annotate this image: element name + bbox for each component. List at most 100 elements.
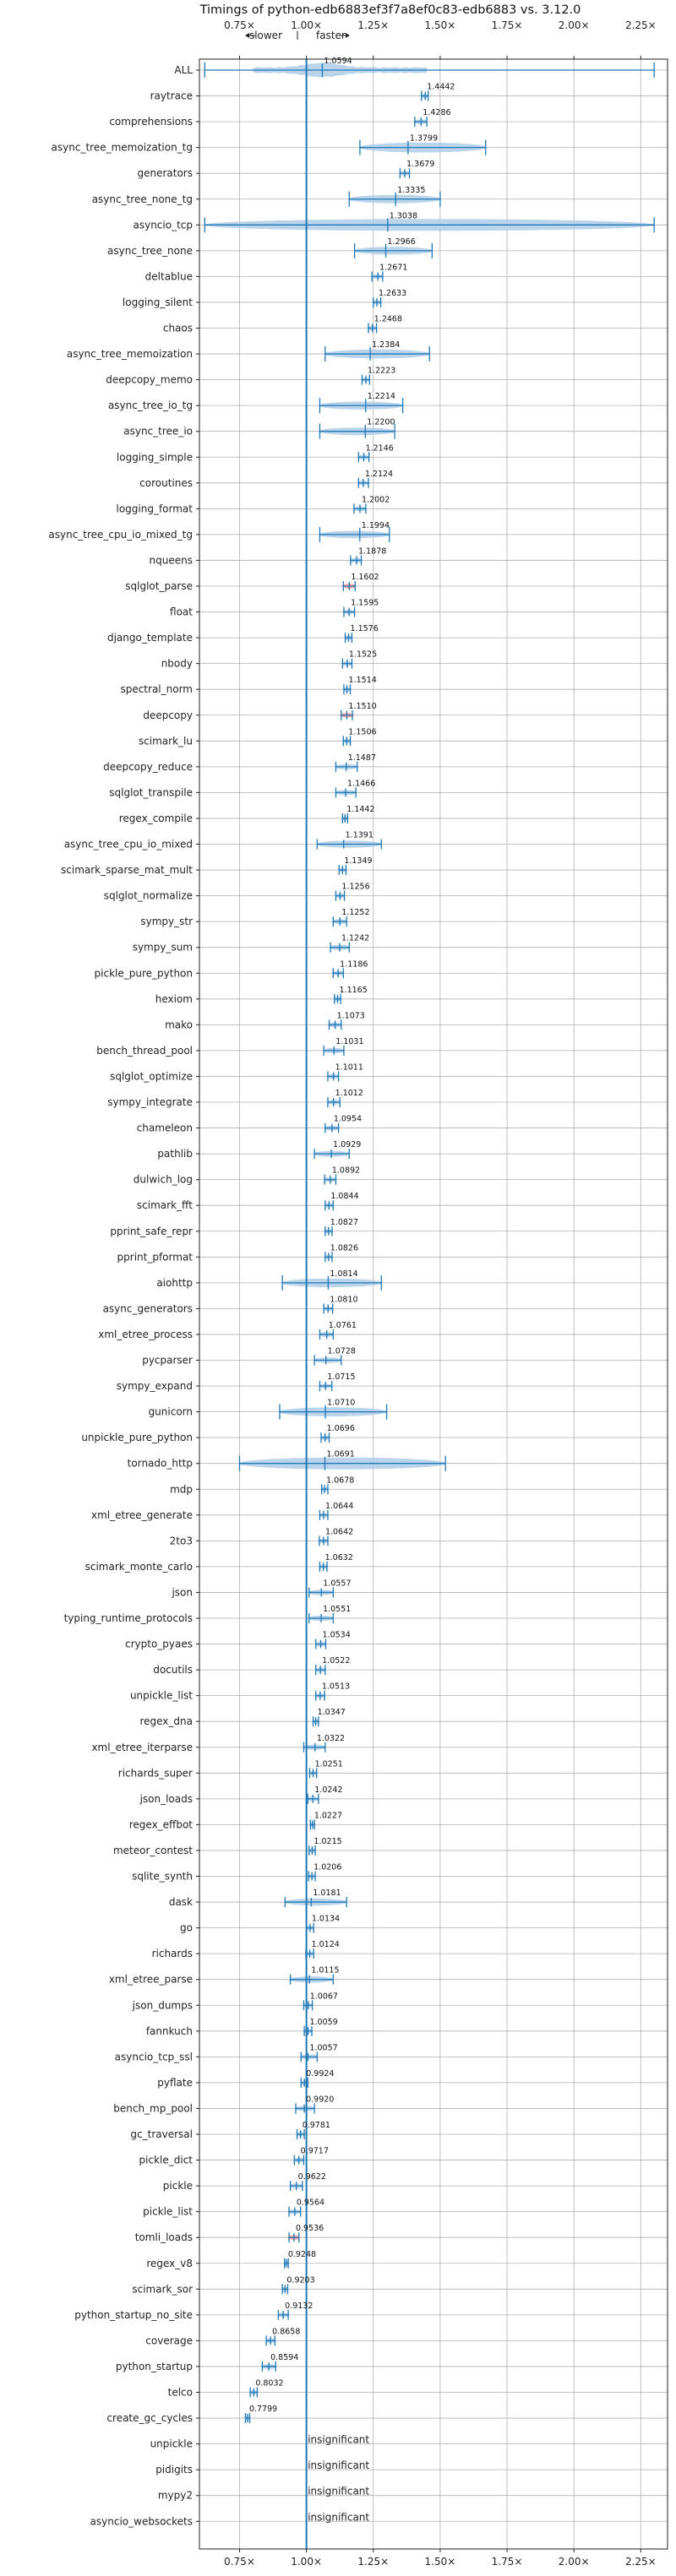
speedup-value-label: 0.9781	[303, 2121, 330, 2130]
slower-label: slower	[249, 30, 282, 41]
x-tick-label-top: 2.00×	[559, 19, 590, 31]
speedup-value-label: 1.1242	[341, 934, 369, 943]
benchmark-label: sympy_expand	[117, 1380, 193, 1392]
benchmark-label: richards_super	[118, 1767, 193, 1779]
benchmark-label: json_loads	[139, 1793, 193, 1805]
speedup-value-label: 1.1349	[344, 856, 372, 866]
speedup-value-label: 1.1391	[346, 831, 373, 840]
benchmark-label: comprehensions	[109, 116, 193, 128]
speedup-value-label: 1.0644	[325, 1502, 353, 1511]
benchmark-label: async_tree_none_tg	[92, 193, 193, 205]
speedup-value-label: 0.9920	[306, 2095, 334, 2104]
speedup-value-label: 0.8032	[255, 2379, 283, 2389]
speedup-value-label: 1.2468	[374, 315, 402, 324]
speedup-value-label: 1.2214	[368, 392, 395, 401]
benchmark-label: pickle_list	[143, 2206, 193, 2218]
x-tick-label-top: 0.75×	[224, 19, 255, 31]
benchmark-label: async_generators	[103, 1302, 193, 1314]
benchmark-label: pidigits	[155, 2464, 193, 2475]
benchmark-label: go	[180, 1922, 193, 1934]
insignificant-label: insignificant	[308, 2511, 369, 2523]
benchmark-label: gc_traversal	[130, 2128, 193, 2140]
x-tick-label-bottom: 2.00×	[559, 2556, 590, 2568]
benchmark-label: nqueens	[150, 554, 193, 566]
speedup-value-label: 0.8658	[272, 2327, 300, 2336]
benchmark-label: dask	[169, 1896, 193, 1908]
speedup-value-label: 1.2966	[388, 237, 416, 247]
benchmark-label: crypto_pyaes	[125, 1639, 193, 1650]
benchmark-label: json	[171, 1586, 193, 1598]
speedup-value-label: 1.2633	[379, 289, 406, 298]
speedup-value-label: 1.1514	[349, 676, 377, 685]
benchmark-label: sympy_integrate	[107, 1096, 193, 1108]
benchmark-label: sqlglot_normalize	[104, 890, 193, 902]
benchmark-label: deepcopy_reduce	[103, 761, 193, 773]
benchmark-label: tomli_loads	[135, 2231, 193, 2243]
speedup-value-label: 1.0322	[317, 1734, 345, 1743]
benchmark-label: mdp	[170, 1483, 193, 1495]
benchmark-label: logging_format	[116, 503, 193, 514]
benchmark-label: ALL	[174, 64, 193, 76]
benchmark-label: unpickle	[150, 2438, 193, 2450]
benchmark-label: raytrace	[150, 90, 193, 102]
speedup-value-label: 1.2002	[362, 495, 390, 504]
benchmark-label: sqlglot_optimize	[110, 1070, 193, 1082]
benchmark-label: logging_simple	[117, 451, 193, 463]
speedup-value-label: 1.1602	[351, 573, 379, 582]
benchmark-label: telco	[168, 2387, 193, 2399]
speedup-value-label: 1.0513	[322, 1682, 350, 1692]
benchmark-label: chaos	[163, 323, 193, 334]
benchmark-label: async_tree_cpu_io_mixed_tg	[48, 529, 193, 541]
x-tick-label-top: 1.00×	[291, 19, 322, 31]
benchmark-label: sympy_sum	[133, 942, 193, 954]
speedup-value-label: 1.0696	[327, 1424, 355, 1433]
speedup-value-label: 0.9248	[288, 2250, 316, 2259]
speedup-value-label: 1.0691	[327, 1450, 355, 1459]
speedup-value-label: 0.7799	[249, 2405, 277, 2414]
speedup-value-label: 0.9203	[286, 2275, 314, 2285]
speedup-value-label: 1.0632	[325, 1553, 353, 1562]
benchmark-label: meteor_contest	[113, 1845, 193, 1856]
speedup-value-label: 1.0347	[318, 1708, 346, 1717]
benchmark-label: pprint_pformat	[117, 1251, 194, 1263]
benchmark-label: tornado_http	[128, 1458, 193, 1470]
speedup-value-label: 1.3038	[390, 211, 417, 220]
speedup-value-label: 1.2223	[368, 367, 395, 376]
speedup-value-label: 1.0728	[328, 1347, 356, 1356]
speedup-value-label: 0.9132	[285, 2302, 313, 2311]
speedup-value-label: 1.1595	[351, 599, 379, 608]
benchmark-label: bench_thread_pool	[96, 1045, 193, 1057]
speedup-value-label: 1.1165	[340, 986, 368, 995]
speedup-value-label: 0.9924	[306, 2069, 334, 2079]
benchmark-label: deepcopy_memo	[106, 374, 193, 386]
x-tick-label-bottom: 1.25×	[357, 2556, 389, 2568]
benchmark-label: unpickle_pure_python	[81, 1432, 193, 1443]
plot-area-frame	[199, 58, 668, 2550]
speedup-value-label: 1.0814	[330, 1269, 357, 1279]
x-tick-label-top: 1.25×	[357, 19, 389, 31]
benchmark-label: async_tree_none	[107, 245, 193, 257]
speedup-value-label: 0.9717	[301, 2147, 329, 2156]
benchmark-label: scimark_fft	[137, 1199, 193, 1211]
chart-title: Timings of python-edb6883ef3f7a8ef0c83-e…	[199, 3, 581, 17]
benchmark-label: dulwich_log	[134, 1174, 193, 1186]
speedup-value-label: 1.0251	[315, 1759, 343, 1769]
speedup-value-label: 1.2124	[365, 470, 393, 479]
benchmark-label: json_dumps	[132, 1999, 193, 2011]
x-tick-label-bottom: 0.75×	[224, 2556, 255, 2568]
benchmark-label: regex_v8	[146, 2258, 193, 2269]
benchmark-label: xml_etree_generate	[91, 1509, 193, 1521]
speedup-value-label: 1.2671	[379, 263, 407, 272]
speedup-value-label: 1.1510	[348, 702, 376, 711]
speedup-value-label: 1.1031	[335, 1037, 363, 1046]
speedup-value-label: 0.8594	[270, 2353, 298, 2362]
benchmark-label: deltablue	[145, 270, 193, 282]
speedup-value-label: 1.0827	[330, 1218, 358, 1227]
speedup-value-label: 1.1073	[337, 1011, 365, 1020]
speedup-value-label: 0.9536	[296, 2224, 324, 2233]
benchmark-label: docutils	[153, 1664, 193, 1676]
speedup-value-label: 1.0826	[330, 1243, 358, 1253]
speedup-value-label: 1.2384	[372, 340, 400, 350]
speedup-value-label: 1.1466	[347, 779, 375, 788]
speedup-value-label: 1.0844	[330, 1192, 358, 1201]
